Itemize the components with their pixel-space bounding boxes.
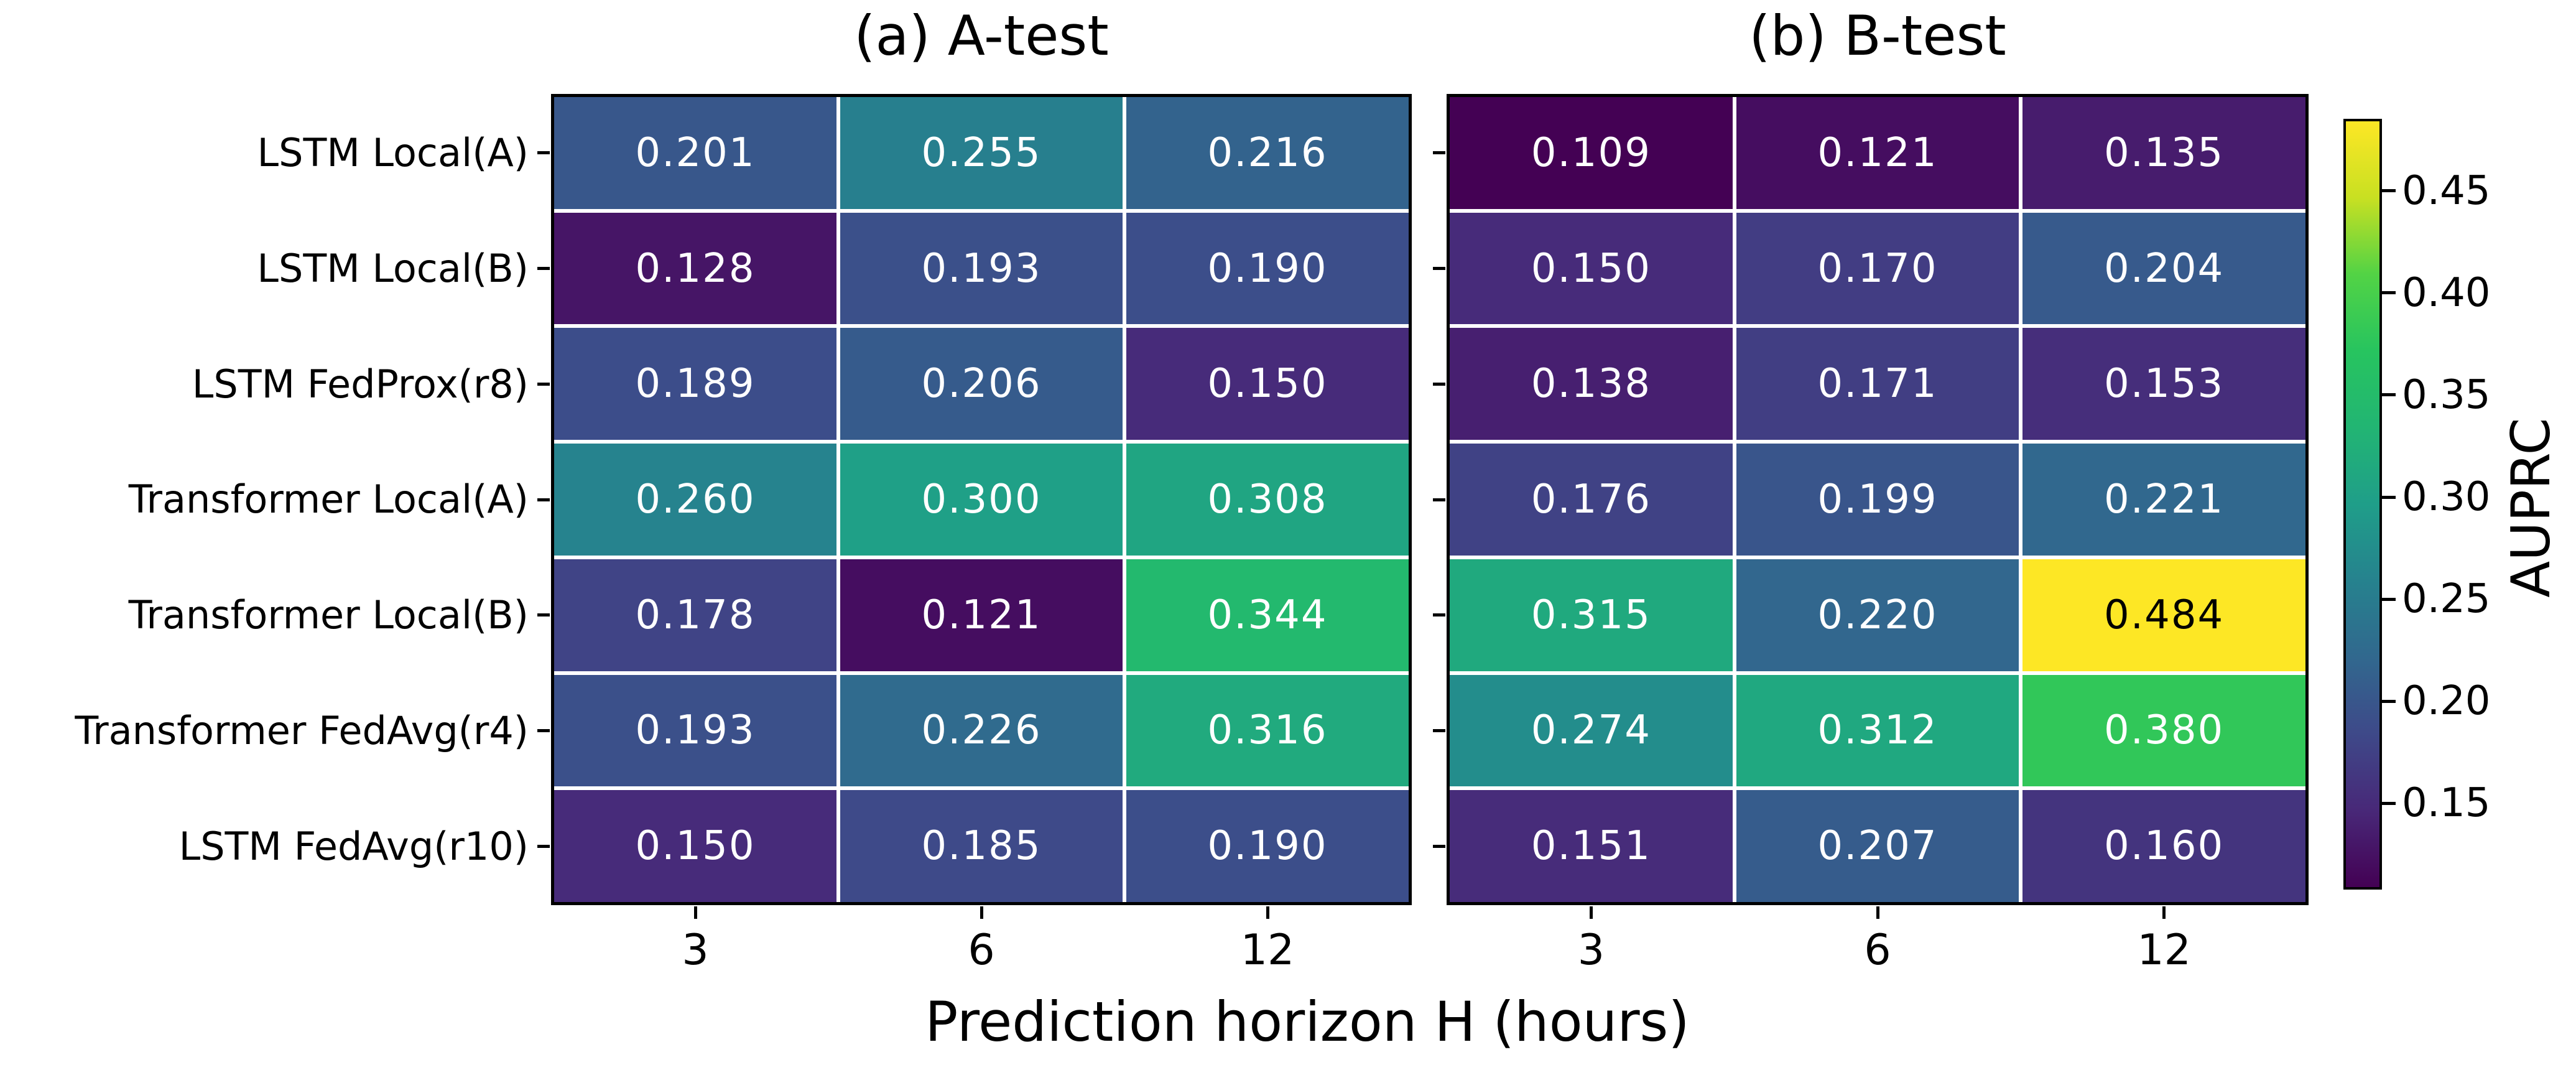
row-label: Transformer FedAvg(r4) [75, 707, 529, 753]
heatmap-cell: 0.185 [840, 790, 1123, 902]
y-tick [1433, 498, 1445, 501]
y-tick [537, 151, 550, 155]
y-tick [537, 613, 550, 617]
heatmap-cell: 0.300 [840, 444, 1123, 556]
heatmap-cell: 0.201 [554, 97, 836, 209]
x-tick [1876, 906, 1879, 919]
colorbar-tick-label: 0.15 [2402, 780, 2491, 827]
row-label: Transformer Local(B) [128, 592, 529, 638]
x-tick-label: 6 [968, 926, 995, 975]
heatmap-cell: 0.220 [1736, 559, 2019, 671]
heatmap-cell: 0.226 [840, 674, 1123, 787]
heatmap-cell: 0.190 [1126, 790, 1409, 902]
heatmap-a: 0.201 0.255 0.216 0.128 0.193 0.190 0.189 0.206… [551, 94, 1412, 905]
panel-b-title: (b) B-test [1749, 4, 2006, 68]
heatmap-cell: 0.206 [840, 328, 1123, 440]
heatmap-cell: 0.171 [1736, 328, 2019, 440]
heatmap-cell: 0.380 [2022, 674, 2305, 787]
heatmap-cell: 0.260 [554, 444, 836, 556]
y-tick [537, 498, 550, 501]
heatmap-cell: 0.484 [2022, 559, 2305, 671]
heatmap-cell: 0.193 [554, 674, 836, 787]
x-tick [2162, 906, 2166, 919]
row-label: Transformer Local(A) [128, 477, 529, 523]
heatmap-cell: 0.160 [2022, 790, 2305, 902]
heatmap-cell: 0.274 [1450, 674, 1733, 787]
x-tick-label: 6 [1864, 926, 1891, 975]
heatmap-cell: 0.128 [554, 212, 836, 325]
colorbar-tick [2382, 495, 2396, 499]
colorbar-axis-label: AUPRC [2500, 417, 2562, 598]
x-axis-label: Prediction horizon H (hours) [925, 990, 1690, 1054]
y-tick [1433, 613, 1445, 617]
heatmap-cell: 0.150 [1450, 212, 1733, 325]
x-tick-label: 12 [1240, 926, 1295, 975]
colorbar-tick [2382, 291, 2396, 295]
x-tick-label: 3 [1577, 926, 1605, 975]
heatmap-cell: 0.308 [1126, 444, 1409, 556]
colorbar-tick-label: 0.35 [2402, 371, 2491, 418]
heatmap-cell: 0.135 [2022, 97, 2305, 209]
colorbar-tick [2382, 699, 2396, 703]
x-tick-label: 3 [682, 926, 709, 975]
x-tick [980, 906, 983, 919]
heatmap-cell: 0.344 [1126, 559, 1409, 671]
x-tick [1589, 906, 1593, 919]
y-tick [1433, 267, 1445, 271]
heatmap-b: 0.109 0.121 0.135 0.150 0.170 0.204 0.138 0.171… [1447, 94, 2309, 905]
colorbar-tick [2382, 801, 2396, 805]
heatmap-cell: 0.150 [1126, 328, 1409, 440]
colorbar-tick-label: 0.30 [2402, 474, 2491, 520]
colorbar [2343, 119, 2382, 890]
heatmap-cell: 0.153 [2022, 328, 2305, 440]
x-tick [693, 906, 697, 919]
colorbar-tick [2382, 189, 2396, 193]
x-tick [1266, 906, 1269, 919]
y-tick [1433, 151, 1445, 155]
heatmap-cell: 0.216 [1126, 97, 1409, 209]
y-tick [537, 267, 550, 271]
heatmap-cell: 0.176 [1450, 444, 1733, 556]
colorbar-tick [2382, 393, 2396, 397]
heatmap-cell: 0.255 [840, 97, 1123, 209]
heatmap-cell: 0.207 [1736, 790, 2019, 902]
heatmap-cell: 0.315 [1450, 559, 1733, 671]
y-tick [537, 844, 550, 848]
heatmap-cell: 0.316 [1126, 674, 1409, 787]
heatmap-cell: 0.189 [554, 328, 836, 440]
heatmap-cell: 0.138 [1450, 328, 1733, 440]
colorbar-tick [2382, 597, 2396, 601]
heatmap-cell: 0.221 [2022, 444, 2305, 556]
x-tick-label: 12 [2137, 926, 2191, 975]
y-tick [1433, 728, 1445, 732]
y-tick [1433, 382, 1445, 386]
colorbar-tick-label: 0.40 [2402, 269, 2491, 316]
heatmap-cell: 0.121 [840, 559, 1123, 671]
row-label: LSTM FedAvg(r10) [178, 823, 529, 869]
heatmap-cell: 0.204 [2022, 212, 2305, 325]
heatmap-cell: 0.109 [1450, 97, 1733, 209]
y-tick [537, 728, 550, 732]
heatmap-cell: 0.150 [554, 790, 836, 902]
row-label: LSTM FedProx(r8) [192, 361, 529, 407]
panel-a-title: (a) A-test [854, 4, 1109, 68]
heatmap-cell: 0.151 [1450, 790, 1733, 902]
y-tick [1433, 844, 1445, 848]
y-tick [537, 382, 550, 386]
heatmap-cell: 0.193 [840, 212, 1123, 325]
colorbar-tick-label: 0.25 [2402, 576, 2491, 623]
heatmap-cell: 0.190 [1126, 212, 1409, 325]
heatmap-cell: 0.199 [1736, 444, 2019, 556]
colorbar-tick-label: 0.45 [2402, 167, 2491, 214]
heatmap-cell: 0.170 [1736, 212, 2019, 325]
heatmap-cell: 0.178 [554, 559, 836, 671]
heatmap-cell: 0.312 [1736, 674, 2019, 787]
row-label: LSTM Local(A) [257, 130, 529, 176]
heatmap-cell: 0.121 [1736, 97, 2019, 209]
colorbar-tick-label: 0.20 [2402, 678, 2491, 725]
row-label: LSTM Local(B) [257, 246, 529, 292]
